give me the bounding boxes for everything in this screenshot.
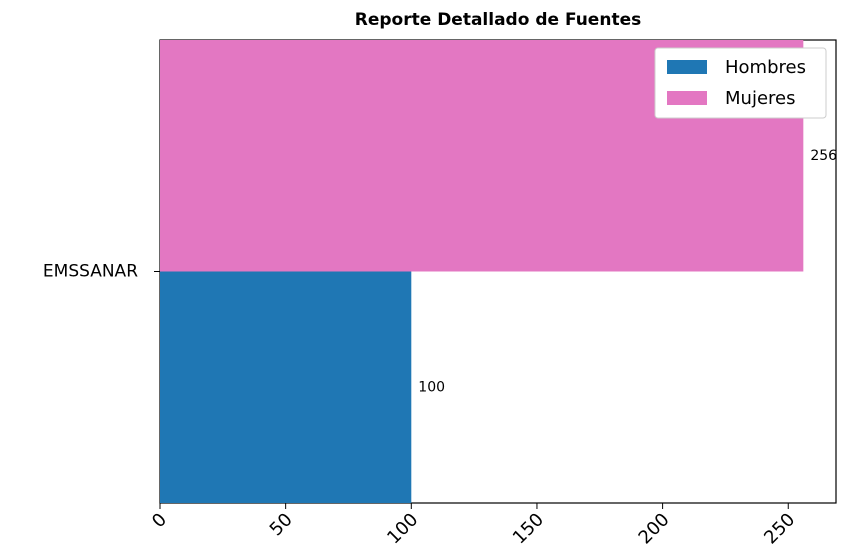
x-tick-label: 250 [760, 509, 799, 548]
legend-swatch [667, 91, 707, 105]
data-label: 100 [418, 379, 445, 395]
x-tick-label: 50 [266, 509, 297, 540]
legend-swatch [667, 60, 707, 74]
legend-label: Mujeres [725, 88, 795, 109]
y-tick-label: EMSSANAR [43, 262, 138, 282]
legend-label: Hombres [725, 57, 806, 78]
chart-title: Reporte Detallado de Fuentes [355, 10, 641, 30]
x-tick-label: 150 [509, 509, 548, 548]
x-tick-label: 100 [383, 509, 422, 548]
legend: Hombres Mujeres [654, 47, 827, 119]
bar [160, 271, 412, 503]
x-tick-label: 200 [635, 509, 674, 548]
data-label: 256 [810, 148, 837, 164]
x-tick-label: 0 [148, 509, 171, 532]
